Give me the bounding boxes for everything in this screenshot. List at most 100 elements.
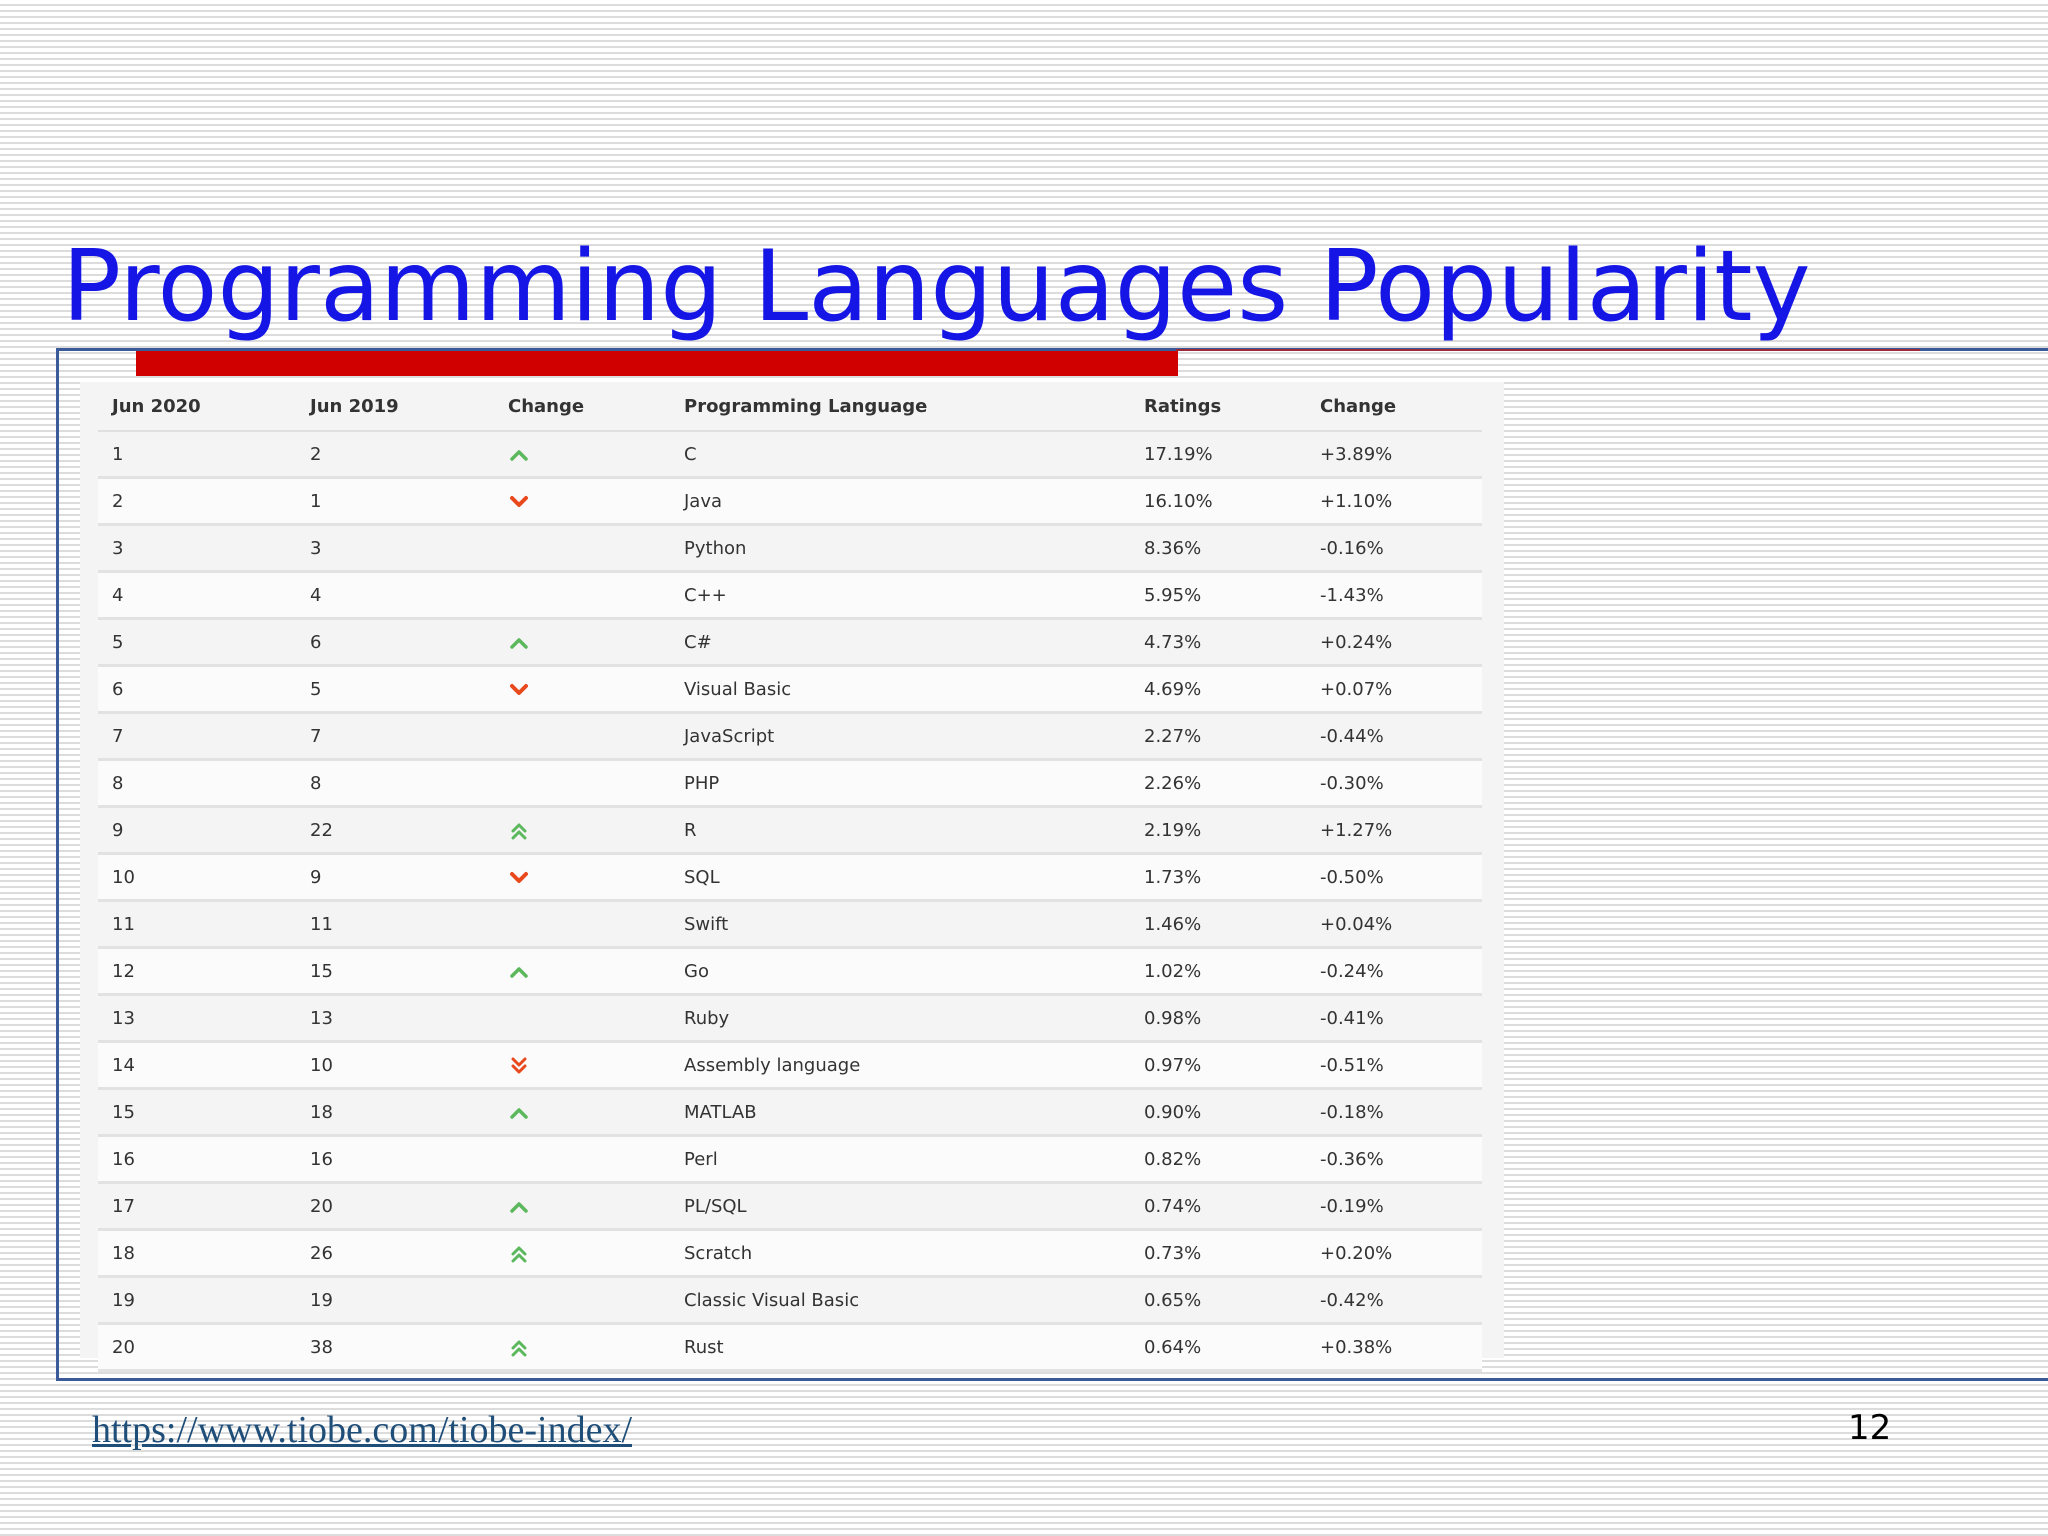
chevron-down-icon (508, 681, 530, 699)
rating-change-cell: -0.16% (1306, 524, 1482, 573)
rank-2019-cell: 38 (296, 1323, 494, 1372)
rating-cell: 17.19% (1130, 431, 1306, 479)
rank-2019-cell: 20 (296, 1182, 494, 1231)
rating-change-cell: +0.04% (1306, 900, 1482, 949)
rating-cell: 0.73% (1130, 1229, 1306, 1278)
table-row: 17 20 PL/SQL 0.74% -0.19% (98, 1182, 1482, 1231)
rating-cell: 0.97% (1130, 1041, 1306, 1090)
rating-change-cell: +0.20% (1306, 1229, 1482, 1278)
rating-cell: 0.64% (1130, 1323, 1306, 1372)
rank-change-cell (494, 853, 670, 902)
rating-change-cell: -0.41% (1306, 994, 1482, 1043)
chevron-up-icon (508, 1198, 530, 1216)
accent-bar (136, 351, 1178, 376)
rating-change-cell: -0.24% (1306, 947, 1482, 996)
rank-2019-cell: 15 (296, 947, 494, 996)
rank-change-cell (494, 994, 670, 1043)
table-row: 18 26 Scratch 0.73% +0.20% (98, 1229, 1482, 1278)
rating-cell: 5.95% (1130, 571, 1306, 620)
rating-cell: 1.02% (1130, 947, 1306, 996)
rank-2019-cell: 22 (296, 806, 494, 855)
table-row: 20 38 Rust 0.64% +0.38% (98, 1323, 1482, 1372)
source-link[interactable]: https://www.tiobe.com/tiobe-index/ (92, 1409, 633, 1451)
chevron-up-icon (508, 1104, 530, 1122)
header-rank-change: Change (494, 382, 670, 432)
rating-change-cell: -0.50% (1306, 853, 1482, 902)
rating-cell: 2.19% (1130, 806, 1306, 855)
table-row: 10 9 SQL 1.73% -0.50% (98, 853, 1482, 902)
rating-change-cell: +0.07% (1306, 665, 1482, 714)
rank-2019-cell: 16 (296, 1135, 494, 1184)
rank-change-cell (494, 431, 670, 479)
rank-change-cell (494, 947, 670, 996)
rating-change-cell: +1.27% (1306, 806, 1482, 855)
double-chevron-up-icon (508, 1339, 530, 1357)
rank-change-cell (494, 712, 670, 761)
rank-2019-cell: 7 (296, 712, 494, 761)
rank-2020-cell: 15 (98, 1088, 296, 1137)
double-chevron-down-icon (508, 1057, 530, 1075)
rating-cell: 2.26% (1130, 759, 1306, 808)
rank-change-cell (494, 1323, 670, 1372)
rating-cell: 0.98% (1130, 994, 1306, 1043)
rating-change-cell: +1.10% (1306, 477, 1482, 526)
rank-2019-cell: 8 (296, 759, 494, 808)
rating-cell: 1.73% (1130, 853, 1306, 902)
rank-2020-cell: 14 (98, 1041, 296, 1090)
rank-change-cell (494, 900, 670, 949)
slide-title: Programming Languages Popularity (62, 230, 1811, 344)
rank-2020-cell: 5 (98, 618, 296, 667)
frame-top-line (56, 348, 2048, 351)
header-rating-change: Change (1306, 382, 1482, 432)
rank-change-cell (494, 1276, 670, 1325)
table-row: 9 22 R 2.19% +1.27% (98, 806, 1482, 855)
language-cell: SQL (670, 853, 1130, 902)
rank-2020-cell: 20 (98, 1323, 296, 1372)
rank-change-cell (494, 1041, 670, 1090)
frame-bottom-line (56, 1378, 2048, 1381)
rank-2020-cell: 10 (98, 853, 296, 902)
rank-change-cell (494, 1135, 670, 1184)
language-cell: R (670, 806, 1130, 855)
rating-cell: 8.36% (1130, 524, 1306, 573)
rank-change-cell (494, 759, 670, 808)
title-underline (1176, 349, 1920, 351)
page-number: 12 (1848, 1408, 1892, 1448)
rating-change-cell: -0.44% (1306, 712, 1482, 761)
chevron-up-icon (508, 634, 530, 652)
language-cell: Ruby (670, 994, 1130, 1043)
rank-2019-cell: 3 (296, 524, 494, 573)
rating-cell: 4.69% (1130, 665, 1306, 714)
table-row: 7 7 JavaScript 2.27% -0.44% (98, 712, 1482, 761)
rating-change-cell: +3.89% (1306, 431, 1482, 479)
rank-2019-cell: 6 (296, 618, 494, 667)
language-cell: C (670, 431, 1130, 479)
rank-2020-cell: 16 (98, 1135, 296, 1184)
header-jun-2019: Jun 2019 (296, 382, 494, 432)
language-cell: Go (670, 947, 1130, 996)
table-row: 12 15 Go 1.02% -0.24% (98, 947, 1482, 996)
table-row: 4 4 C++ 5.95% -1.43% (98, 571, 1482, 620)
language-cell: JavaScript (670, 712, 1130, 761)
rank-change-cell (494, 1182, 670, 1231)
language-cell: PHP (670, 759, 1130, 808)
double-chevron-up-icon (508, 1245, 530, 1263)
rank-2020-cell: 18 (98, 1229, 296, 1278)
rank-change-cell (494, 571, 670, 620)
rank-2020-cell: 2 (98, 477, 296, 526)
rating-change-cell: -0.19% (1306, 1182, 1482, 1231)
chevron-down-icon (508, 869, 530, 887)
frame-left-line (56, 348, 59, 1381)
rating-change-cell: -0.42% (1306, 1276, 1482, 1325)
language-cell: C# (670, 618, 1130, 667)
language-cell: C++ (670, 571, 1130, 620)
language-cell: Swift (670, 900, 1130, 949)
rank-2019-cell: 19 (296, 1276, 494, 1325)
rank-2020-cell: 17 (98, 1182, 296, 1231)
rating-change-cell: -1.43% (1306, 571, 1482, 620)
table-row: 1 2 C 17.19% +3.89% (98, 431, 1482, 479)
language-cell: MATLAB (670, 1088, 1130, 1137)
chevron-up-icon (508, 963, 530, 981)
rank-2019-cell: 13 (296, 994, 494, 1043)
table-row: 8 8 PHP 2.26% -0.30% (98, 759, 1482, 808)
